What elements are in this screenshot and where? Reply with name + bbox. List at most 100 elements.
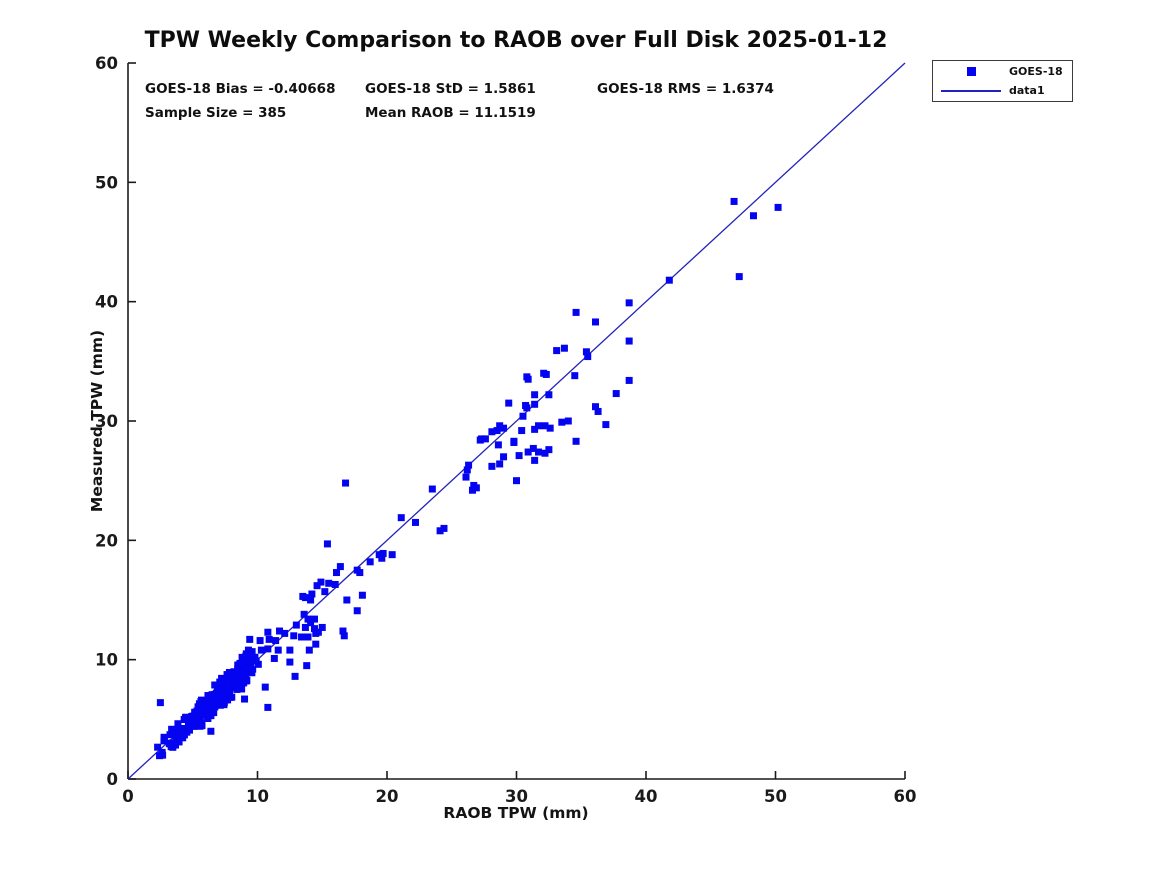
scatter-point (558, 418, 566, 426)
scatter-point (572, 437, 580, 445)
y-axis-label: Measured TPW (mm) (88, 329, 106, 513)
scatter-point (505, 399, 513, 407)
scatter-point (488, 428, 496, 436)
x-tick-label: 10 (246, 787, 269, 806)
y-tick-label: 0 (107, 770, 118, 789)
scatter-point (774, 203, 782, 211)
scatter-point (313, 582, 321, 590)
scatter-point (411, 518, 419, 526)
line-sample-icon (941, 89, 1001, 92)
scatter-point (304, 615, 312, 623)
scatter-point (307, 596, 315, 604)
scatter-point (188, 712, 196, 720)
scatter-point (531, 425, 539, 433)
scatter-point (242, 671, 250, 679)
scatter-point (594, 407, 602, 415)
scatter-point (496, 422, 504, 430)
x-axis-label: RAOB TPW (mm) (443, 804, 589, 822)
scatter-point (524, 448, 532, 456)
scatter-point (553, 347, 561, 355)
scatter-point (229, 682, 237, 690)
scatter-point (158, 748, 166, 756)
scatter-point (524, 375, 532, 383)
scatter-point (582, 348, 590, 356)
scatter-point (272, 637, 280, 645)
scatter-point (245, 664, 253, 672)
scatter-point (206, 699, 214, 707)
scatter-point (204, 713, 212, 721)
scatter-point (251, 653, 259, 661)
scatter-point (749, 212, 757, 220)
scatter-point (286, 658, 294, 666)
scatter-point (226, 672, 234, 680)
stat-std: GOES-18 StD = 1.5861 (365, 81, 536, 97)
scatter-point (198, 722, 206, 730)
legend-line-icon (933, 89, 1009, 92)
scatter-point (339, 627, 347, 635)
scatter-point (535, 422, 543, 430)
scatter-point (211, 690, 219, 698)
scatter-point (247, 656, 255, 664)
scatter-point (245, 651, 253, 659)
scatter-point (353, 607, 361, 615)
scatter-point (541, 422, 549, 430)
scatter-point (336, 563, 344, 571)
scatter-point (500, 453, 508, 461)
scatter-point (221, 696, 229, 704)
scatter-point (305, 646, 313, 654)
x-tick-label: 60 (894, 787, 917, 806)
scatter-point (494, 441, 502, 449)
scatter-point (231, 677, 239, 685)
scatter-point (546, 424, 554, 432)
scatter-point (214, 694, 222, 702)
scatter-point (317, 578, 325, 586)
scatter-point (625, 337, 633, 345)
scatter-point (472, 484, 480, 492)
legend: GOES-18 data1 (932, 60, 1073, 102)
scatter-point (496, 460, 504, 468)
scatter-point (264, 628, 272, 636)
scatter-point (298, 633, 306, 641)
scatter-point (545, 391, 553, 399)
scatter-point (201, 701, 209, 709)
scatter-point (321, 588, 329, 596)
scatter-point (156, 699, 164, 707)
scatter-point (300, 610, 308, 618)
scatter-point (246, 635, 254, 643)
scatter-point (560, 344, 568, 352)
y-tick-label: 40 (95, 293, 118, 312)
scatter-point (291, 672, 299, 680)
scatter-point (436, 527, 444, 535)
scatter-point (241, 695, 249, 703)
stat-rms: GOES-18 RMS = 1.6374 (597, 81, 774, 97)
scatter-point (519, 412, 527, 420)
scatter-point (625, 376, 633, 384)
scatter-point (325, 579, 333, 587)
scatter-point (175, 728, 183, 736)
scatter-point (241, 656, 249, 664)
y-tick-label: 10 (95, 651, 118, 670)
scatter-point (303, 662, 311, 670)
scatter-point (236, 661, 244, 669)
legend-marker-icon (933, 67, 1009, 76)
scatter-point (290, 632, 298, 640)
scatter-point (230, 668, 238, 676)
scatter-point (274, 646, 282, 654)
scatter-point (584, 353, 592, 361)
scatter-point (513, 477, 520, 485)
scatter-point (182, 713, 190, 721)
scatter-point (228, 693, 236, 701)
scatter-point (270, 654, 278, 662)
scatter-point (286, 646, 294, 654)
legend-label-data1: data1 (1009, 84, 1045, 97)
scatter-point (735, 273, 743, 281)
stat-mean-raob: Mean RAOB = 11.1519 (365, 105, 536, 121)
scatter-point (379, 549, 387, 557)
scatter-point (225, 685, 233, 693)
x-tick-label: 30 (505, 787, 528, 806)
scatter-point (264, 703, 272, 711)
scatter-point (318, 623, 326, 631)
scatter-point (167, 739, 175, 747)
